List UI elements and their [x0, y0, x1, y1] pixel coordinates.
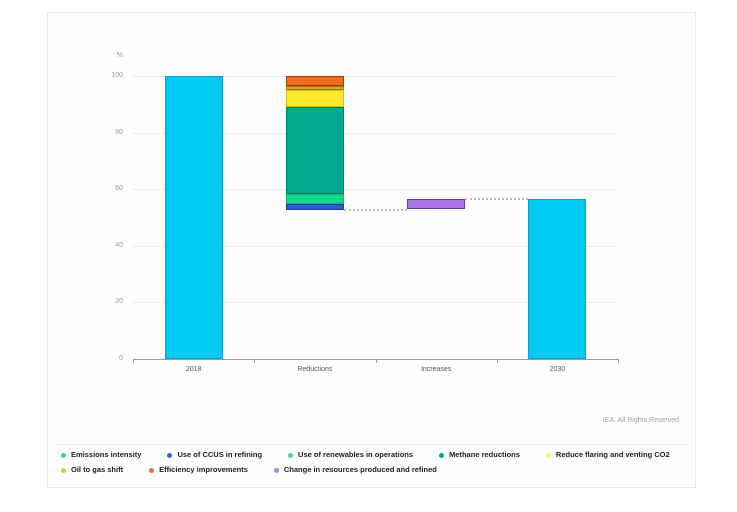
- x-axis-tick: [254, 359, 256, 363]
- legend-item[interactable]: Emissions intensity: [61, 450, 141, 460]
- x-axis-tick: [618, 359, 619, 363]
- gridline-20: [133, 302, 618, 304]
- legend-item[interactable]: Reduce flaring and venting CO2: [545, 450, 670, 460]
- legend-row: Oil to gas shift Efficiency improvements C…: [61, 465, 686, 475]
- bar-segment[interactable]: [285, 90, 344, 107]
- x-category-label: 2018: [185, 366, 202, 373]
- legend-dot-icon: [545, 452, 551, 458]
- chart-legend: Emissions intensity Use of CCUS in refini…: [61, 450, 686, 475]
- bar-segment[interactable]: [285, 86, 344, 91]
- bar-segment[interactable]: [285, 203, 344, 211]
- x-axis-tick: [375, 359, 377, 363]
- legend-dot-icon: [61, 452, 66, 458]
- y-tick-label: 80: [115, 128, 123, 136]
- legend-label: Methane reductions: [449, 450, 520, 459]
- legend-divider: [58, 444, 687, 445]
- legend-item[interactable]: Oil to gas shift: [61, 465, 123, 475]
- bar-segment[interactable]: [407, 199, 466, 210]
- legend-label: Emissions intensity: [71, 450, 142, 459]
- y-tick-label: 0: [119, 355, 123, 362]
- chart-card: % IEA. All Rights Reserved Emissions int…: [47, 12, 696, 488]
- waterfall-connector: [465, 198, 529, 201]
- gridline-80: [133, 132, 618, 134]
- gridline-100: [133, 76, 618, 77]
- y-tick-label: 60: [115, 185, 123, 193]
- legend-label: Use of CCUS in refining: [177, 450, 263, 459]
- legend-item[interactable]: Change in resources produced and refined: [273, 465, 437, 475]
- gridline-40: [133, 245, 618, 247]
- x-axis-tick: [496, 359, 498, 363]
- y-tick-label: 100: [111, 72, 123, 79]
- legend-item[interactable]: Efficiency improvements: [149, 465, 248, 475]
- copyright-note: IEA. All Rights Reserved: [602, 417, 679, 424]
- bar-segment[interactable]: [164, 76, 223, 359]
- legend-label: Change in resources produced and refined: [283, 465, 437, 474]
- bar-segment[interactable]: [285, 194, 344, 204]
- bar-segment[interactable]: [528, 199, 587, 359]
- legend-label: Use of renewables in operations: [298, 450, 414, 459]
- legend-item[interactable]: Use of renewables in operations: [288, 450, 413, 460]
- legend-dot-icon: [149, 467, 155, 473]
- bar-segment[interactable]: [285, 76, 344, 87]
- x-category-label: Reductions: [297, 366, 333, 373]
- legend-label: Efficiency improvements: [159, 465, 248, 474]
- legend-item[interactable]: Methane reductions: [439, 450, 520, 460]
- waterfall-connector: [343, 208, 408, 211]
- legend-item[interactable]: Use of CCUS in refining: [167, 450, 262, 460]
- x-axis-tick: [133, 359, 134, 363]
- bar-segment[interactable]: [285, 106, 344, 194]
- legend-row: Emissions intensity Use of CCUS in refini…: [61, 450, 686, 460]
- legend-dot-icon: [288, 452, 294, 458]
- legend-dot-icon: [61, 467, 66, 473]
- gridline-60: [133, 189, 618, 191]
- legend-dot-icon: [273, 467, 279, 473]
- y-tick-label: 20: [115, 298, 123, 306]
- legend-label: Reduce flaring and venting CO2: [555, 450, 670, 459]
- y-axis-unit-label: %: [116, 52, 123, 59]
- legend-dot-icon: [439, 452, 445, 458]
- legend-dot-icon: [167, 452, 173, 458]
- legend-label: Oil to gas shift: [71, 465, 124, 474]
- x-category-label: Increases: [420, 366, 452, 373]
- x-category-label: 2030: [549, 366, 566, 373]
- y-tick-label: 40: [115, 241, 123, 249]
